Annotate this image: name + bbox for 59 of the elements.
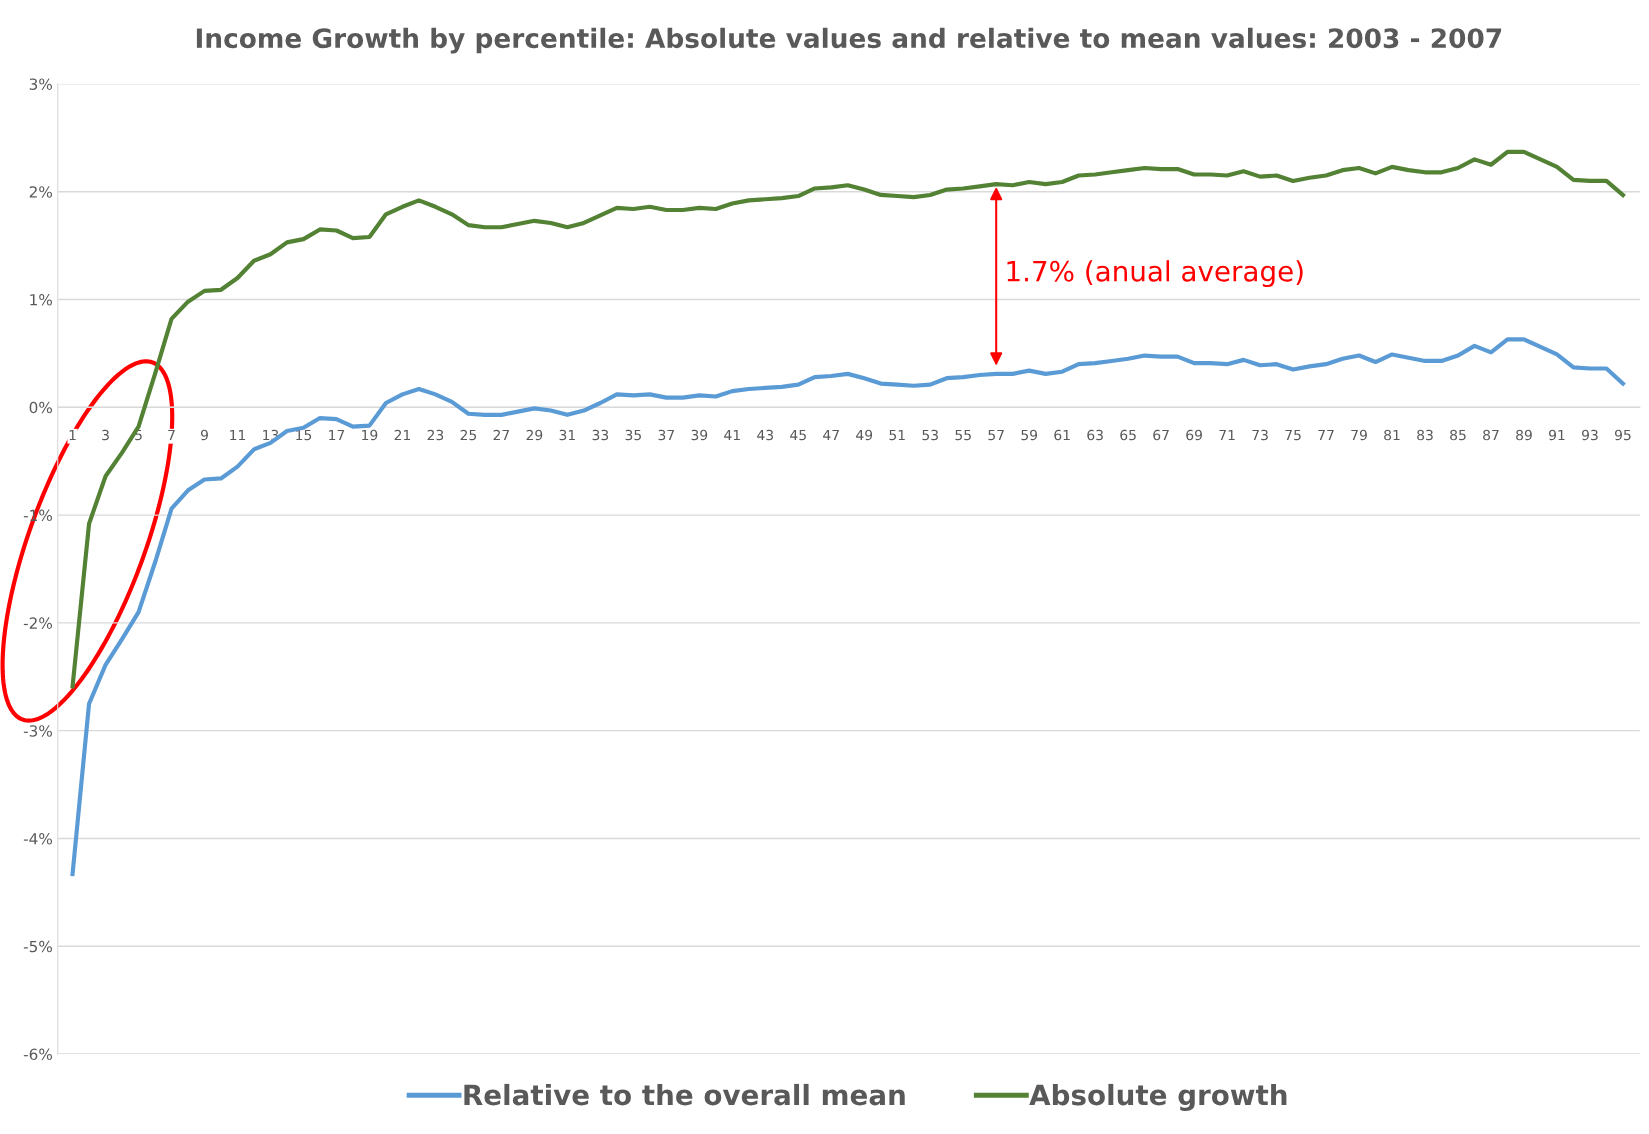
x-tick-label: 77: [1318, 429, 1334, 441]
x-tick-label: 3: [102, 429, 109, 441]
x-tick-label: 85: [1450, 429, 1466, 441]
x-tick-label: 89: [1516, 429, 1532, 441]
x-tick-label: 71: [1219, 429, 1235, 441]
x-tick-label: 27: [493, 429, 510, 441]
y-tick-label: -4%: [23, 832, 53, 845]
x-tick-label: 49: [856, 429, 873, 441]
y-tick-label: -3%: [23, 725, 53, 737]
x-tick-label: 39: [691, 429, 708, 441]
x-tick-label: 35: [625, 429, 641, 441]
x-tick-label: 81: [1384, 429, 1400, 441]
x-tick-label: 21: [394, 429, 410, 441]
x-tick-label: 7: [168, 429, 175, 441]
x-tick-label: 61: [1054, 429, 1070, 441]
annotation: 1.7% (anual average): [1007, 260, 1303, 288]
x-tick-label: 59: [1021, 429, 1038, 441]
y-tick-label: 2%: [29, 186, 53, 198]
x-tick-label: 19: [362, 429, 378, 441]
x-tick-label: 95: [1614, 429, 1631, 441]
y-tick-label: 3%: [29, 78, 53, 90]
y-tick-label: -6%: [23, 1048, 53, 1061]
x-tick-label: 41: [724, 429, 740, 441]
y-tick-label: 0%: [29, 401, 53, 414]
x-tick-label: 93: [1581, 429, 1598, 441]
x-tick-label: 55: [955, 429, 971, 441]
x-tick-label: 25: [460, 429, 477, 441]
x-tick-label: 91: [1549, 429, 1565, 441]
x-tick-label: 57: [988, 429, 1004, 441]
x-tick-label: 15: [296, 429, 312, 441]
x-tick-label: 33: [592, 429, 609, 441]
x-tick-label: 31: [559, 429, 575, 441]
x-tick-label: 79: [1351, 429, 1367, 441]
x-tick-label: 69: [1186, 429, 1202, 441]
y-tick-label: 1%: [30, 293, 53, 306]
x-tick-label: 67: [1153, 429, 1169, 441]
y-tick-label: -2%: [23, 617, 53, 629]
x-tick-label: 43: [757, 429, 774, 441]
x-tick-label: 75: [1285, 429, 1301, 441]
x-tick-label: 83: [1417, 429, 1433, 441]
x-tick-label: 37: [658, 429, 674, 441]
chart-title: Income Growth by percentile: Absolute values and relative to mean values: 2003 - 2007: [196, 27, 1502, 54]
x-tick-label: 63: [1087, 429, 1103, 441]
x-tick-label: 73: [1252, 429, 1268, 441]
x-tick-label: 87: [1483, 429, 1499, 441]
y-tick-label: -5%: [23, 940, 53, 953]
x-tick-label: 17: [329, 429, 345, 441]
x-tick-label: 29: [526, 429, 543, 441]
x-tick-label: 1: [69, 429, 76, 441]
x-tick-label: 9: [200, 429, 208, 441]
legend-label: Relative to the overall mean: [464, 1083, 905, 1106]
x-tick-label: 45: [790, 429, 806, 441]
x-tick-label: 53: [922, 429, 938, 441]
x-tick-label: 65: [1120, 429, 1136, 441]
x-tick-label: 47: [823, 429, 839, 441]
x-tick-label: 23: [427, 429, 444, 441]
x-tick-label: 11: [230, 429, 246, 441]
x-tick-label: 51: [889, 429, 905, 441]
legend-label: Absolute growth: [1029, 1083, 1287, 1111]
